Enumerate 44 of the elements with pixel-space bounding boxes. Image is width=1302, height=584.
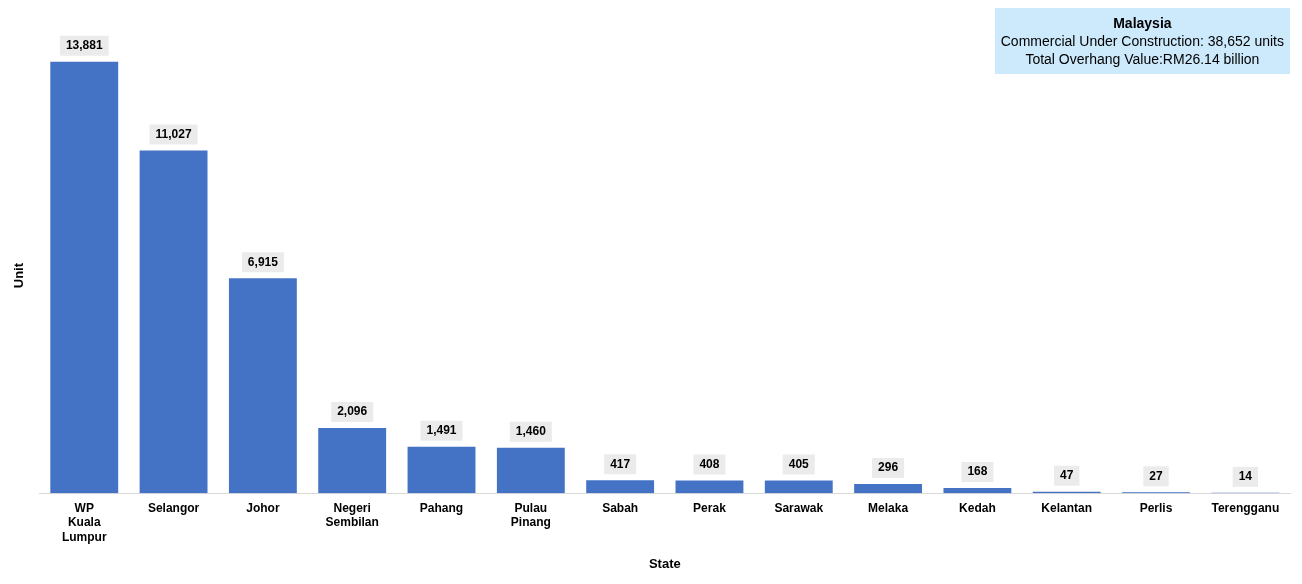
data-label: 47 — [1060, 468, 1074, 483]
bar — [675, 480, 744, 494]
text: Commercial Under Construction: 38,652 units — [1000, 32, 1284, 50]
x-tick-label: Kelantan — [1041, 500, 1093, 515]
x-axis-title: State — [648, 555, 681, 571]
data-label: 408 — [699, 456, 720, 471]
data-label: 13,881 — [65, 38, 103, 53]
data-label: 1,491 — [426, 423, 457, 438]
x-tick-label: Perak — [693, 500, 727, 515]
y-axis-title: Unit — [11, 262, 27, 289]
bar — [407, 446, 476, 494]
x-tick-label: Pulau Pinang — [510, 500, 551, 530]
x-tick-label: Terengganu — [1211, 500, 1280, 515]
x-tick-label: Selangor — [147, 500, 200, 515]
x-tick-label: Kedah — [959, 500, 996, 515]
bar — [50, 61, 119, 494]
bar — [228, 278, 297, 494]
data-label: 405 — [788, 456, 810, 471]
x-tick-label: WP Kuala Lumpur — [61, 500, 107, 544]
bar — [139, 150, 208, 494]
text: Malaysia — [1112, 14, 1173, 32]
data-label: 168 — [967, 464, 988, 479]
bar — [854, 484, 923, 494]
data-label: 2,096 — [337, 404, 368, 419]
x-tick-label: Pahang — [419, 500, 464, 515]
data-label: 27 — [1149, 468, 1164, 483]
x-tick-label: Melaka — [868, 500, 909, 515]
data-label: 296 — [878, 460, 899, 475]
bar — [496, 447, 565, 494]
bar — [318, 428, 387, 494]
bar — [764, 480, 833, 494]
x-tick-label: Sabah — [602, 500, 639, 515]
bar — [943, 487, 1012, 494]
x-tick-label: Johor — [246, 500, 280, 515]
data-label: 1,460 — [515, 424, 547, 439]
x-tick-label: Sarawak — [774, 500, 824, 515]
data-label: 417 — [610, 456, 631, 471]
data-label: 6,915 — [247, 254, 279, 269]
data-label: 14 — [1238, 469, 1253, 484]
annotation: Total Overhang Value:RM26.14 billion — [1024, 50, 1261, 68]
data-label: 11,027 — [155, 126, 192, 141]
x-tick-label: Perlis — [1139, 500, 1173, 515]
bar — [586, 480, 655, 494]
x-tick-label: Negeri Sembilan — [325, 500, 379, 530]
